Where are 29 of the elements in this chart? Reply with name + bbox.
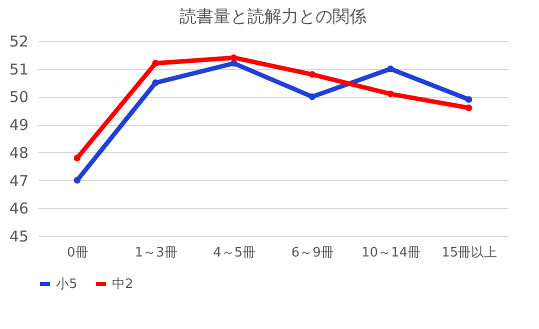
legend-label: 中2 (112, 277, 134, 292)
point (230, 60, 238, 67)
point (465, 96, 472, 103)
y-tick-label: 48 (9, 144, 28, 162)
x-tick-label: 6～9冊 (291, 246, 334, 260)
y-tick-label: 45 (9, 228, 28, 246)
y-tick-label: 50 (9, 88, 28, 106)
point (387, 90, 394, 98)
point (152, 79, 159, 86)
y-tick-label: 52 (9, 32, 28, 50)
y-tick-label: 47 (9, 172, 28, 190)
point (387, 66, 394, 72)
point (465, 104, 472, 112)
x-tick-label: 10～14冊 (361, 246, 421, 260)
x-tick-label: 1～3冊 (134, 246, 178, 260)
x-tick-label: 15冊以上 (442, 246, 498, 260)
point (74, 154, 81, 162)
legend-label: 小5 (56, 277, 78, 292)
y-tick-label: 51 (9, 60, 28, 78)
x-tick-label: 4～5冊 (213, 246, 256, 260)
point (152, 60, 159, 67)
point (308, 71, 316, 78)
point (74, 176, 81, 184)
y-tick-label: 49 (9, 116, 28, 134)
y-tick-label: 46 (9, 200, 28, 218)
chart-title: 読書量と読解力との関係 (180, 7, 366, 27)
x-tick-label: 0冊 (67, 246, 88, 260)
point (230, 54, 238, 62)
point (308, 93, 316, 100)
